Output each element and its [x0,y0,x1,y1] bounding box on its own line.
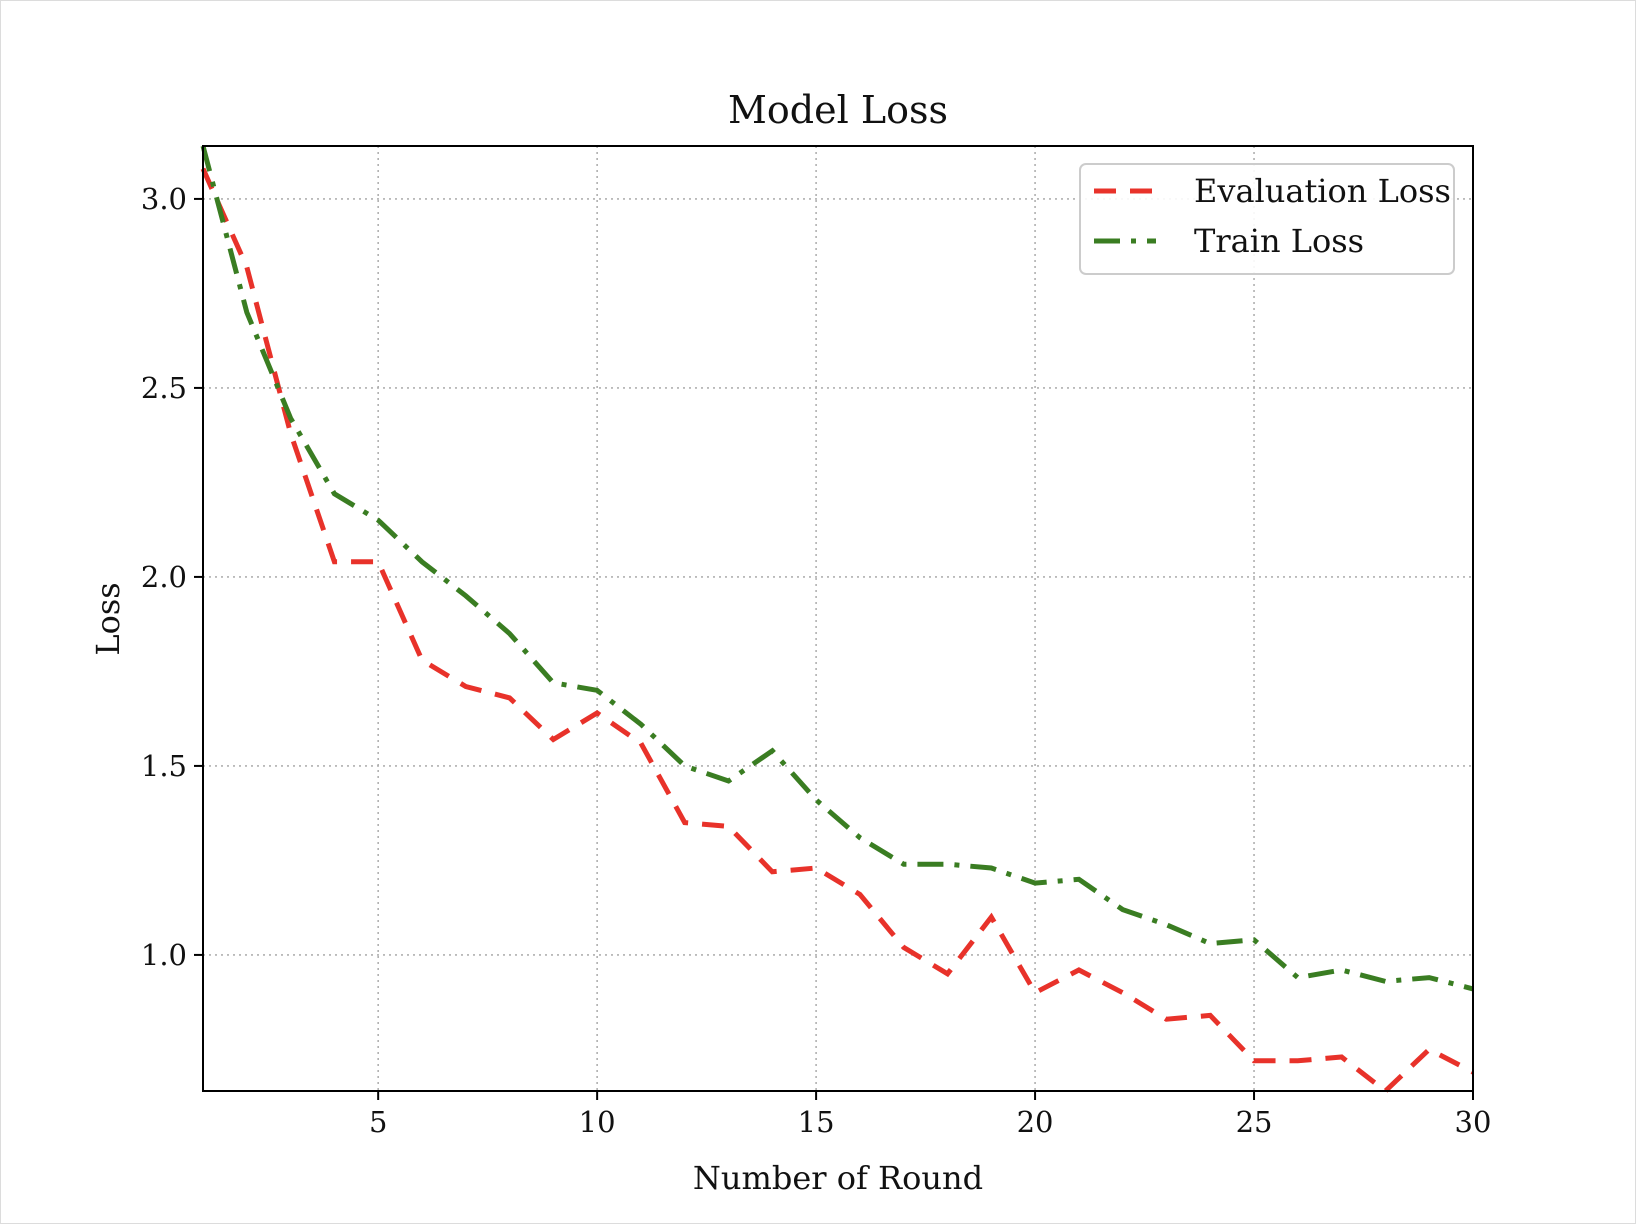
legend-label-train-loss: Train Loss [1194,222,1364,260]
y-axis-label: Loss [89,582,127,655]
y-tick-label: 1.5 [141,749,187,783]
y-tick-label: 1.0 [141,938,187,972]
series-lines [200,145,1475,1095]
y-axis-ticks: 1.0 1.5 2.0 2.5 3.0 [141,182,203,972]
x-axis-label: Number of Round [693,1159,983,1197]
chart-title: Model Loss [728,88,948,132]
y-tick-label: 2.0 [141,560,187,594]
series-line-evaluation-loss [200,167,1475,1095]
legend-label-evaluation-loss: Evaluation Loss [1194,172,1451,210]
legend-box [1079,163,1455,275]
x-tick-label: 25 [1236,1105,1273,1139]
plot-area-border [202,145,1474,1092]
y-tick-label: 3.0 [141,182,187,216]
x-tick-label: 10 [579,1105,616,1139]
y-tick-label: 2.5 [141,371,187,405]
grid-lines [203,146,1474,1091]
x-tick-label: 15 [798,1105,835,1139]
x-tick-label: 20 [1017,1105,1054,1139]
series-line-train-loss [200,145,1474,992]
legend: Evaluation Loss Train Loss [1079,163,1455,275]
x-tick-label: 5 [369,1105,387,1139]
x-tick-label: 30 [1455,1105,1492,1139]
x-axis-ticks: 5 10 15 20 25 30 [369,1091,1492,1139]
